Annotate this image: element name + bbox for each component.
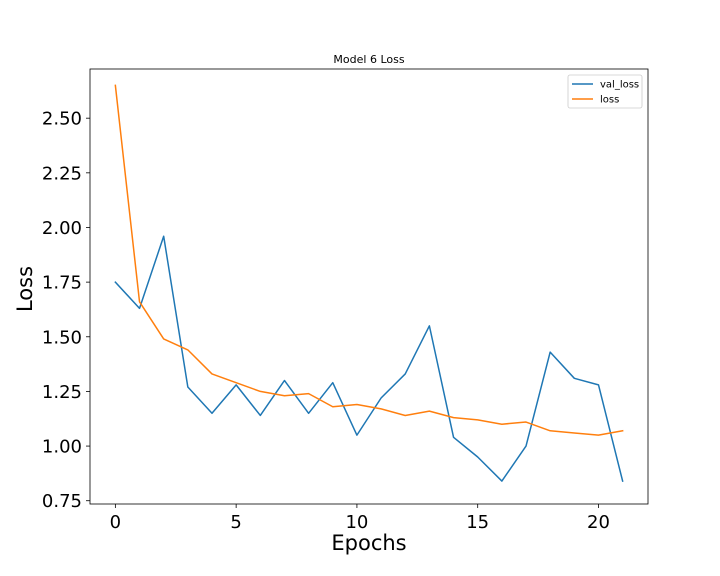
x-tick-label: 20 — [587, 512, 610, 533]
y-tick-label: 1.00 — [42, 437, 82, 458]
x-tick-label: 10 — [345, 512, 368, 533]
chart-title: Model 6 Loss — [333, 53, 404, 66]
series-line-val_loss — [114, 235, 624, 482]
y-tick-label: 2.00 — [42, 218, 82, 239]
y-tick-label: 1.75 — [42, 273, 82, 294]
plot-area: 0 5 10 15 20 0.75 1.00 1.25 1.50 1.75 2.00 2.25 2.50 — [42, 68, 649, 533]
x-axis-label: Epochs — [331, 531, 406, 555]
legend-label-loss: loss — [600, 95, 619, 106]
y-tick-label: 2.50 — [42, 109, 82, 130]
plot-frame — [89, 68, 649, 505]
y-tick-label: 1.50 — [42, 327, 82, 348]
y-tick-label: 0.75 — [42, 491, 82, 512]
y-tick-label: 2.25 — [42, 163, 82, 184]
x-tick-label: 0 — [110, 512, 121, 533]
x-tick-label: 5 — [230, 512, 241, 533]
x-tick-label: 15 — [466, 512, 489, 533]
y-tick-label: 1.25 — [42, 382, 82, 403]
legend-label-val_loss: val_loss — [600, 80, 639, 91]
series-line-loss — [114, 84, 624, 436]
y-axis-label: Loss — [13, 266, 37, 312]
